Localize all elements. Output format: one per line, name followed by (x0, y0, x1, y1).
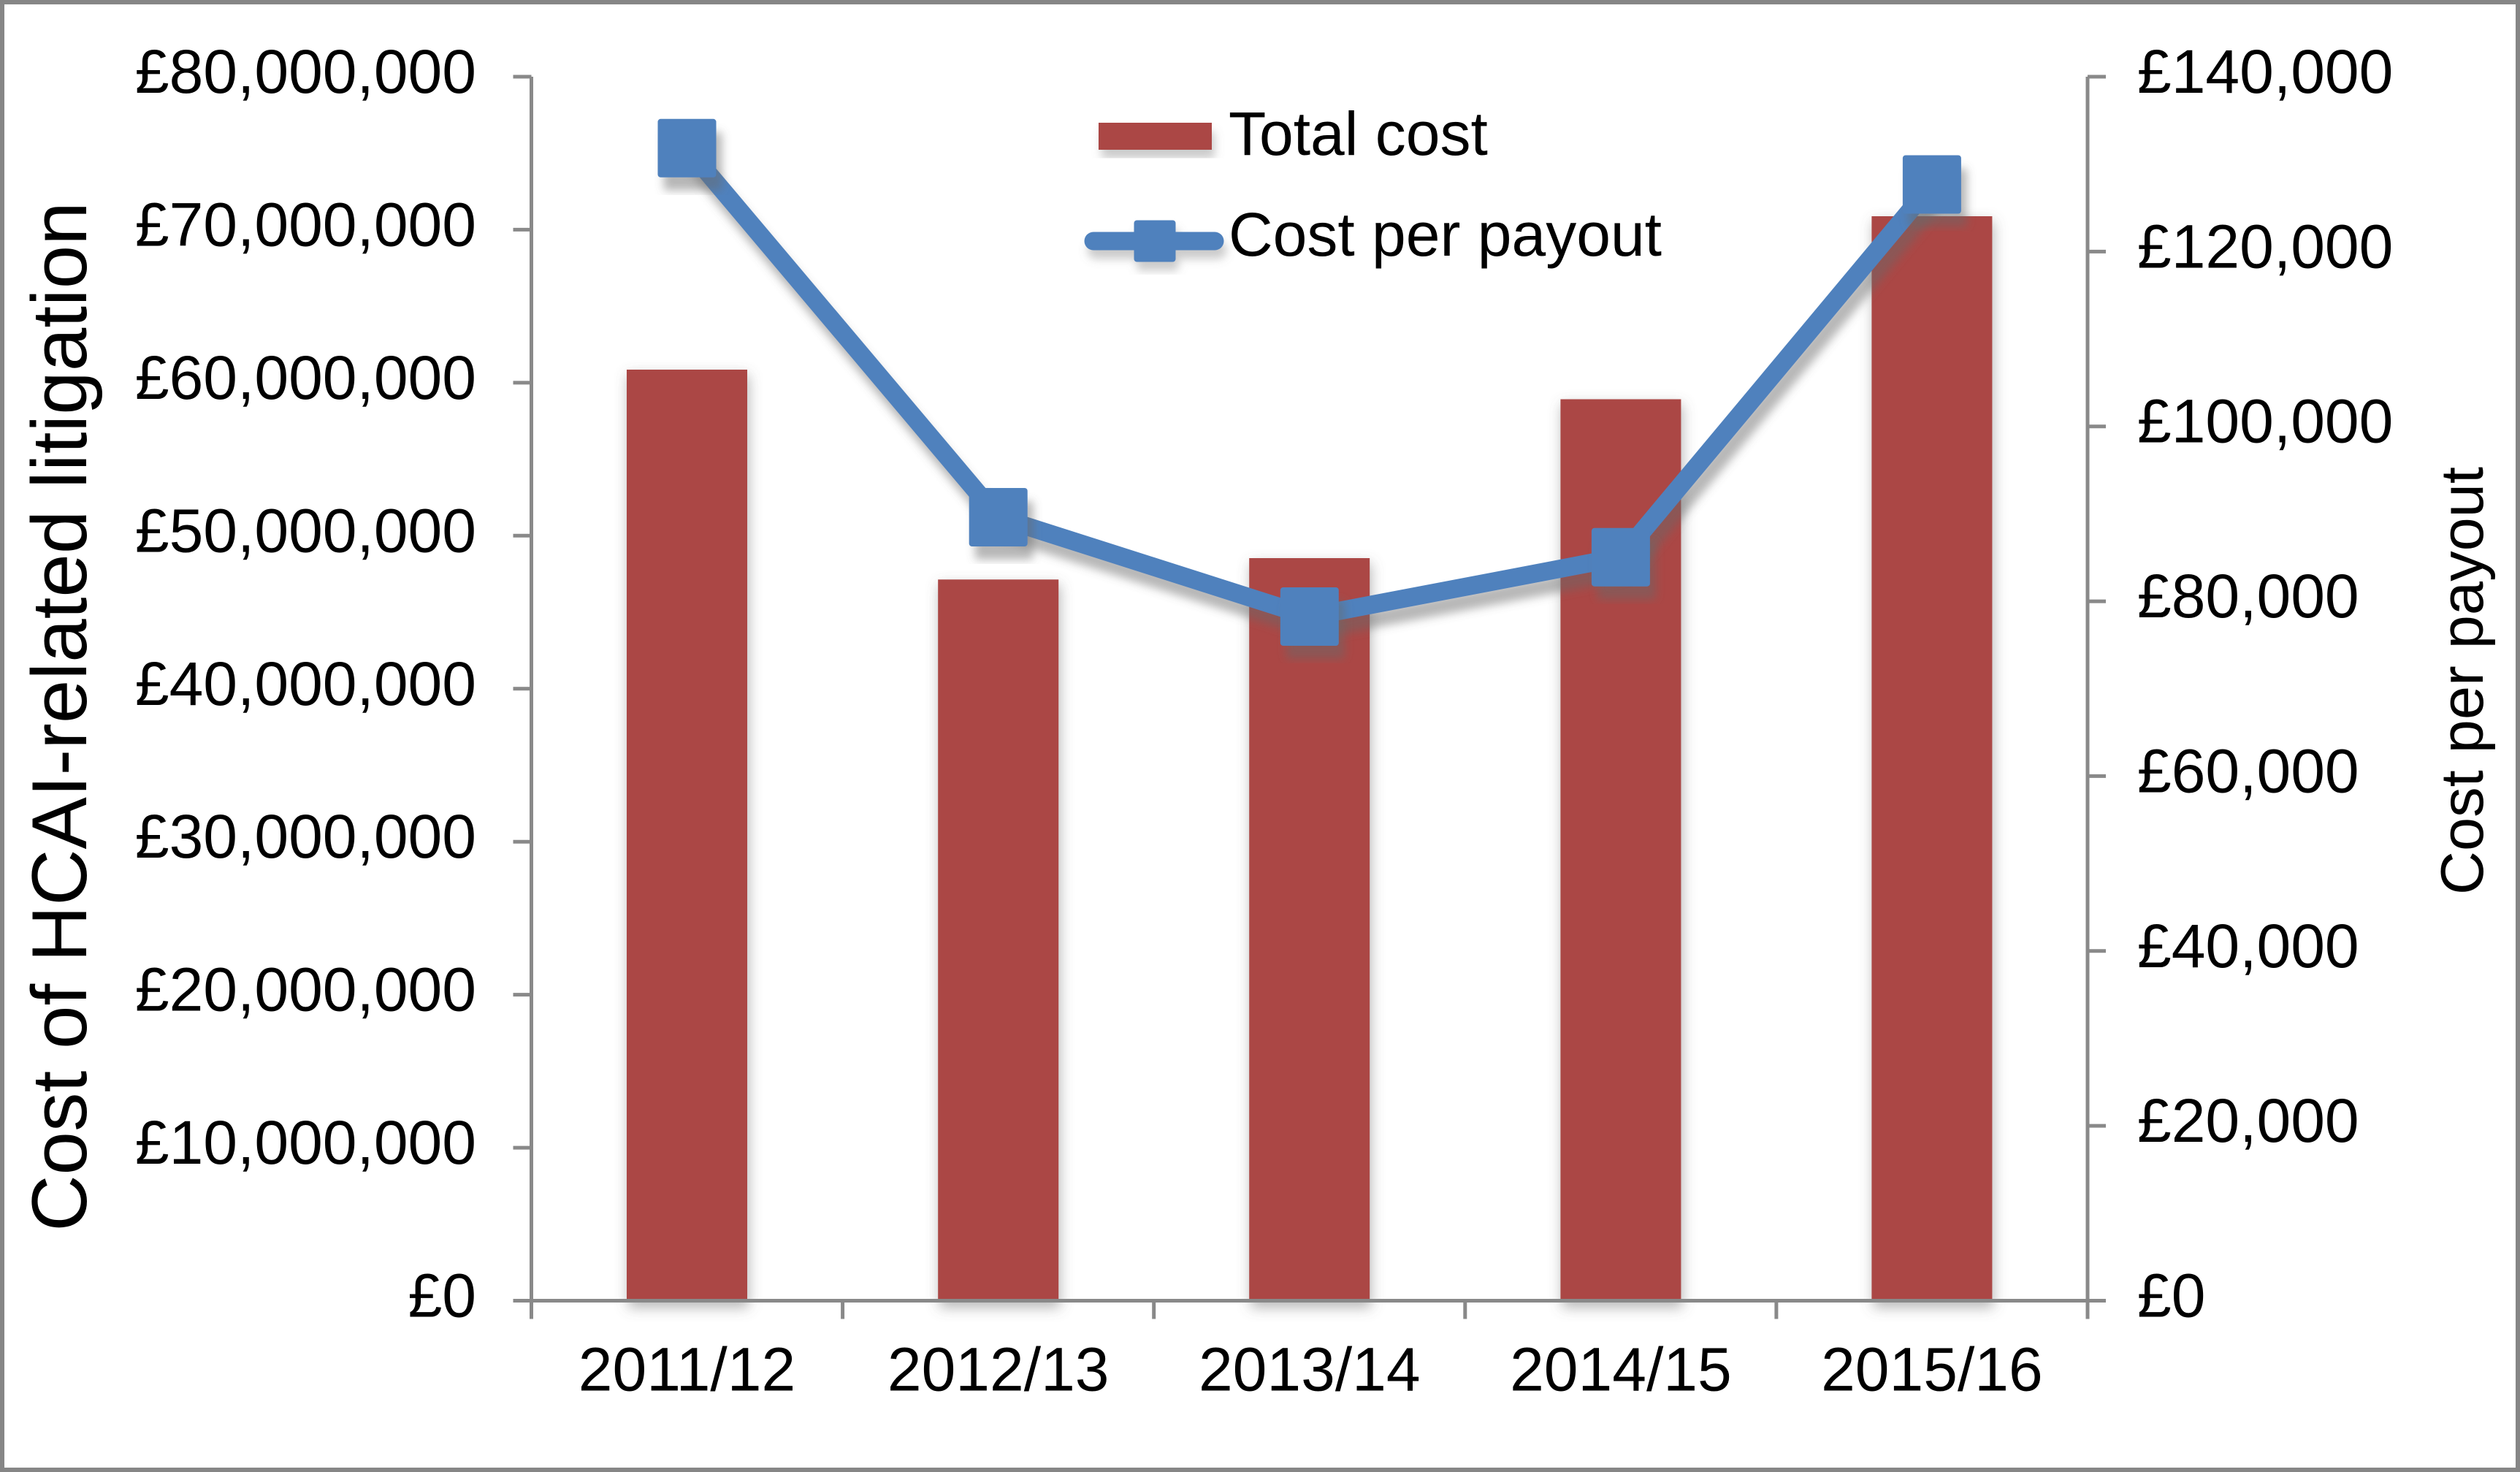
svg-text:£60,000: £60,000 (2137, 736, 2359, 805)
svg-text:Cost of HCAI-related litigatio: Cost of HCAI-related litigation (15, 202, 103, 1231)
svg-text:2011/12: 2011/12 (579, 1335, 795, 1404)
svg-text:2015/16: 2015/16 (1821, 1335, 2043, 1404)
svg-text:£0: £0 (408, 1262, 476, 1330)
svg-text:Cost per payout: Cost per payout (1229, 200, 1662, 269)
svg-text:£40,000: £40,000 (2137, 912, 2359, 980)
svg-text:£20,000,000: £20,000,000 (135, 956, 476, 1024)
svg-text:£50,000,000: £50,000,000 (135, 496, 476, 565)
svg-text:2013/14: 2013/14 (1199, 1335, 1421, 1404)
svg-text:2014/15: 2014/15 (1510, 1335, 1732, 1404)
svg-text:£30,000,000: £30,000,000 (135, 802, 476, 871)
svg-text:£80,000: £80,000 (2137, 562, 2359, 630)
svg-text:£100,000: £100,000 (2137, 387, 2393, 456)
svg-text:£40,000,000: £40,000,000 (135, 649, 476, 718)
svg-text:£0: £0 (2137, 1262, 2205, 1330)
svg-text:£60,000,000: £60,000,000 (135, 343, 476, 412)
svg-text:£20,000: £20,000 (2137, 1086, 2359, 1155)
svg-text:£10,000,000: £10,000,000 (135, 1108, 476, 1177)
svg-text:Total cost: Total cost (1229, 99, 1488, 168)
svg-text:2012/13: 2012/13 (887, 1335, 1110, 1404)
svg-text:£70,000,000: £70,000,000 (135, 190, 476, 259)
svg-text:£80,000,000: £80,000,000 (135, 37, 476, 106)
svg-text:£120,000: £120,000 (2137, 212, 2393, 281)
svg-text:£140,000: £140,000 (2137, 37, 2393, 106)
svg-text:Cost per payout: Cost per payout (2428, 467, 2496, 895)
